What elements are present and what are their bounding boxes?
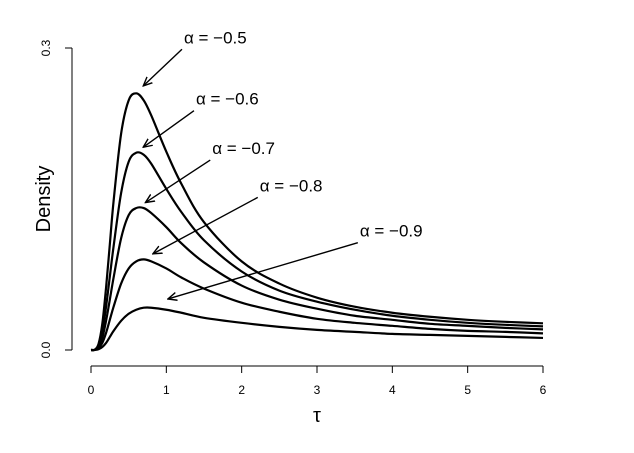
annotation-label: α = −0.9 bbox=[360, 222, 423, 241]
x-tick-label: 0 bbox=[88, 383, 95, 397]
x-tick-label: 2 bbox=[238, 383, 245, 397]
annotation-label: α = −0.7 bbox=[212, 139, 275, 158]
y-axis-ticks: 0.0 0.3 bbox=[39, 39, 72, 358]
density-curve-2 bbox=[90, 151, 544, 352]
annotation-arrow bbox=[144, 48, 183, 85]
density-curve-5 bbox=[90, 306, 544, 352]
annotation-arrow bbox=[144, 110, 195, 147]
x-tick-label: 3 bbox=[314, 383, 321, 397]
annotation-label: α = −0.6 bbox=[196, 90, 259, 109]
x-tick-label: 1 bbox=[163, 383, 170, 397]
y-tick-label: 0.0 bbox=[39, 341, 53, 358]
x-tick-label: 6 bbox=[540, 383, 547, 397]
density-curve-3 bbox=[90, 206, 544, 352]
x-tick-label: 4 bbox=[389, 383, 396, 397]
annotation-arrow bbox=[169, 242, 359, 299]
density-curve-4 bbox=[90, 258, 544, 352]
density-curves bbox=[90, 92, 544, 352]
x-tick-label: 5 bbox=[464, 383, 471, 397]
density-curve-1 bbox=[90, 92, 544, 352]
curve-annotations: α = −0.5 α = −0.6 α = −0.7 α = −0.8 α = −0.9 bbox=[144, 28, 423, 298]
x-axis-title: τ bbox=[313, 405, 321, 427]
annotation-arrow bbox=[146, 159, 211, 202]
annotation-arrow bbox=[154, 196, 259, 253]
annotation-label: α = −0.5 bbox=[184, 28, 247, 47]
y-axis-title: Density bbox=[33, 166, 55, 233]
y-tick-label: 0.3 bbox=[39, 39, 53, 56]
x-axis-ticks: 0 1 2 3 4 5 6 bbox=[88, 366, 547, 397]
annotation-label: α = −0.8 bbox=[260, 176, 323, 195]
